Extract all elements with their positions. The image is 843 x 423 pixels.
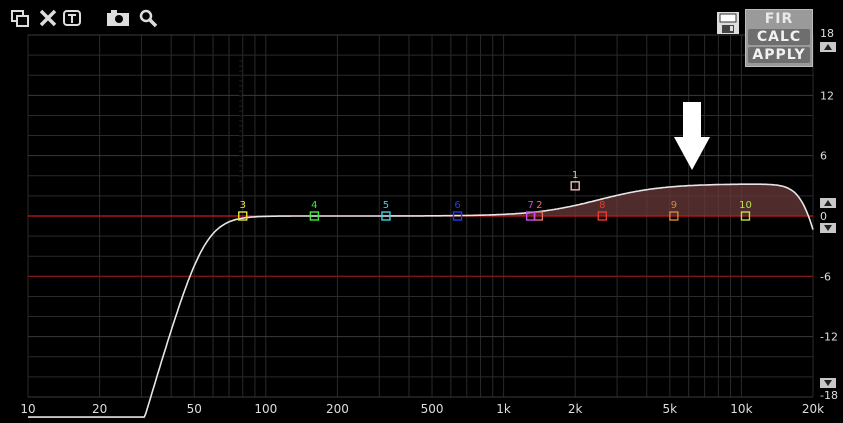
filter-label: 10 bbox=[739, 200, 752, 211]
x-tick-label: 20 bbox=[92, 402, 107, 416]
y-tick-label: -12 bbox=[820, 331, 838, 344]
y-tick-label: -18 bbox=[820, 389, 838, 402]
close-x-icon[interactable] bbox=[38, 8, 58, 28]
down-arrow-icon bbox=[674, 102, 710, 170]
boost-area bbox=[503, 184, 813, 216]
camera-icon[interactable] bbox=[106, 8, 129, 28]
y-tick-label: -6 bbox=[820, 270, 831, 283]
filter-label: 8 bbox=[599, 200, 605, 211]
filter-handle[interactable] bbox=[526, 211, 536, 221]
filter-handle[interactable] bbox=[452, 211, 463, 221]
filter-label: 9 bbox=[671, 200, 677, 211]
filter-marker[interactable]: 1 bbox=[570, 170, 580, 191]
filter-marker[interactable]: 9 bbox=[669, 200, 679, 221]
x-tick-label: 5k bbox=[663, 402, 678, 416]
y-axis-labels: 18 12 6 0 -6 -12 -18 bbox=[820, 27, 838, 402]
filter-label: 1 bbox=[572, 170, 578, 181]
fir-label: FIR bbox=[764, 11, 794, 27]
filter-marker[interactable]: 10 bbox=[739, 200, 752, 221]
scroll-down-bottom-button[interactable] bbox=[820, 378, 836, 388]
x-tick-label: 10 bbox=[20, 402, 35, 416]
scroll-up-top-button[interactable] bbox=[820, 42, 836, 52]
y-tick-label: 18 bbox=[820, 27, 834, 40]
filter-label: 2 bbox=[536, 200, 542, 211]
filter-handle[interactable] bbox=[669, 211, 679, 221]
x-tick-label: 2k bbox=[568, 402, 583, 416]
filter-label: 6 bbox=[454, 200, 460, 211]
x-tick-label: 10k bbox=[730, 402, 752, 416]
fir-panel: FIR CALC APPLY bbox=[745, 9, 813, 67]
apply-button[interactable]: APPLY bbox=[748, 47, 810, 63]
zero-up-button[interactable] bbox=[820, 198, 836, 208]
x-tick-label: 1k bbox=[496, 402, 511, 416]
filter-handle[interactable] bbox=[570, 181, 580, 191]
filter-label: 3 bbox=[240, 200, 246, 211]
filter-label: 7 bbox=[528, 200, 534, 211]
zero-down-button[interactable] bbox=[820, 223, 836, 233]
magnifier-icon[interactable] bbox=[138, 8, 158, 28]
filter-handle[interactable] bbox=[740, 211, 751, 221]
filter-marker[interactable]: 4 bbox=[309, 200, 320, 221]
x-tick-label: 100 bbox=[254, 402, 277, 416]
x-tick-label: 20k bbox=[802, 402, 824, 416]
filter-marker[interactable]: 7 bbox=[526, 200, 536, 221]
calc-button[interactable]: CALC bbox=[748, 29, 810, 45]
text-box-icon[interactable] bbox=[62, 8, 82, 28]
y-tick-label: 12 bbox=[820, 89, 834, 102]
filter-markers[interactable]: 1 2 3 4 5 6 7 8 9 10 bbox=[238, 170, 752, 221]
filter-label: 5 bbox=[383, 200, 389, 211]
filter-handle[interactable] bbox=[381, 211, 391, 221]
response-curve-layer bbox=[28, 183, 814, 418]
filter-marker[interactable]: 8 bbox=[597, 200, 607, 221]
filter-marker[interactable]: 3 bbox=[238, 200, 248, 221]
filter-marker[interactable]: 5 bbox=[381, 200, 391, 221]
x-tick-label: 200 bbox=[326, 402, 349, 416]
filter-handle[interactable] bbox=[238, 211, 248, 221]
y-tick-label: 6 bbox=[820, 150, 827, 163]
filter-handle[interactable] bbox=[597, 211, 607, 221]
x-axis-labels: 10 20 50 100 200 500 1k 2k 5k 10k 20k bbox=[20, 402, 824, 416]
x-tick-label: 50 bbox=[187, 402, 202, 416]
restore-icon[interactable] bbox=[10, 8, 30, 28]
filter-marker[interactable]: 6 bbox=[452, 200, 463, 221]
save-icon[interactable] bbox=[716, 11, 740, 35]
response-curve bbox=[28, 183, 814, 418]
y-tick-label: 0 bbox=[820, 210, 827, 223]
filter-handle[interactable] bbox=[309, 211, 320, 221]
filter-label: 4 bbox=[311, 200, 317, 211]
x-tick-label: 500 bbox=[421, 402, 444, 416]
